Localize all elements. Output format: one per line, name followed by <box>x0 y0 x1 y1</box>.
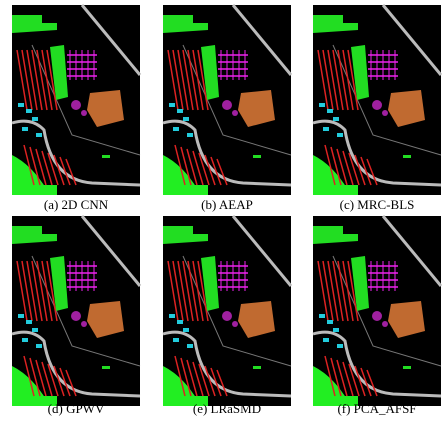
cyan-patch <box>26 320 32 324</box>
panel-caption: (b) AEAP <box>201 197 253 212</box>
cyan-patch <box>323 338 329 342</box>
cyan-patch <box>32 117 38 121</box>
panel <box>12 216 140 406</box>
cyan-patch <box>337 344 343 348</box>
cyan-patch <box>319 314 325 318</box>
cyan-patch <box>22 338 28 342</box>
panel <box>163 5 291 195</box>
panel <box>12 5 140 195</box>
panel-caption: (f) PCA_AFSF <box>337 401 416 416</box>
cyan-patch <box>36 133 42 137</box>
purple-blob <box>372 311 382 321</box>
panel-caption: (c) MRC-BLS <box>340 197 415 212</box>
cyan-patch <box>183 328 189 332</box>
meadow <box>163 185 208 195</box>
green-patch <box>253 155 261 158</box>
cyan-patch <box>173 338 179 342</box>
cyan-patch <box>18 314 24 318</box>
panel-caption: (a) 2D CNN <box>44 197 109 212</box>
cyan-patch <box>22 127 28 131</box>
figure: (a) 2D CNN (b) AEAP (c) MRC-BLS (d) GPWV (e)… <box>0 0 442 422</box>
panel-caption: (d) GPWV <box>48 401 105 416</box>
purple-blob <box>71 100 81 110</box>
green-patch <box>102 155 110 158</box>
meadow <box>12 185 57 195</box>
page: (a) 2D CNN (b) AEAP (c) MRC-BLS (d) GPWV (e)… <box>0 0 442 422</box>
purple-blob <box>382 110 388 116</box>
purple-blob <box>382 321 388 327</box>
purple-blob <box>232 321 238 327</box>
cyan-patch <box>187 344 193 348</box>
purple-blob <box>81 110 87 116</box>
cyan-patch <box>337 133 343 137</box>
cyan-patch <box>319 103 325 107</box>
cyan-patch <box>333 117 339 121</box>
cyan-patch <box>169 314 175 318</box>
meadow <box>313 185 358 195</box>
cyan-patch <box>187 133 193 137</box>
green-patch <box>102 366 110 369</box>
cyan-patch <box>327 320 333 324</box>
cyan-patch <box>169 103 175 107</box>
cyan-patch <box>327 109 333 113</box>
cyan-patch <box>32 328 38 332</box>
green-patch <box>403 155 411 158</box>
cyan-patch <box>173 127 179 131</box>
purple-blob <box>222 100 232 110</box>
panel <box>313 216 441 406</box>
green-patch <box>403 366 411 369</box>
cyan-patch <box>26 109 32 113</box>
cyan-patch <box>177 320 183 324</box>
purple-blob <box>222 311 232 321</box>
green-patch <box>253 366 261 369</box>
cyan-patch <box>183 117 189 121</box>
purple-blob <box>372 100 382 110</box>
cyan-patch <box>36 344 42 348</box>
cyan-patch <box>333 328 339 332</box>
purple-blob <box>81 321 87 327</box>
purple-blob <box>71 311 81 321</box>
cyan-patch <box>323 127 329 131</box>
panel <box>163 216 291 406</box>
purple-blob <box>232 110 238 116</box>
cyan-patch <box>177 109 183 113</box>
panel-caption: (e) LRaSMD <box>193 401 261 416</box>
cyan-patch <box>18 103 24 107</box>
panel <box>313 5 441 195</box>
